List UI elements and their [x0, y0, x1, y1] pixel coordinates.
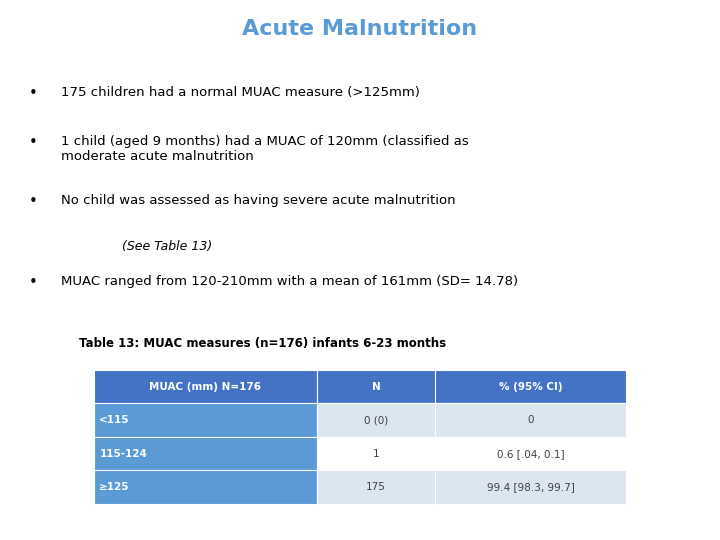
- Text: 99.4 [98.3, 99.7]: 99.4 [98.3, 99.7]: [487, 482, 575, 492]
- Text: 0 (0): 0 (0): [364, 415, 388, 425]
- Text: 175: 175: [366, 482, 386, 492]
- Text: <115: <115: [99, 415, 130, 425]
- Text: N: N: [372, 382, 380, 392]
- FancyBboxPatch shape: [318, 403, 435, 437]
- FancyBboxPatch shape: [94, 437, 318, 470]
- FancyBboxPatch shape: [94, 370, 318, 403]
- Text: •: •: [29, 194, 37, 210]
- Text: •: •: [29, 275, 37, 291]
- FancyBboxPatch shape: [94, 470, 318, 504]
- Text: (See Table 13): (See Table 13): [122, 240, 212, 253]
- Text: ≥125: ≥125: [99, 482, 130, 492]
- Text: MUAC (mm) N=176: MUAC (mm) N=176: [150, 382, 261, 392]
- FancyBboxPatch shape: [94, 403, 318, 437]
- Text: Acute Malnutrition: Acute Malnutrition: [243, 19, 477, 39]
- Text: % (95% CI): % (95% CI): [499, 382, 562, 392]
- FancyBboxPatch shape: [435, 403, 626, 437]
- Text: 1 child (aged 9 months) had a MUAC of 120mm (classified as
moderate acute malnut: 1 child (aged 9 months) had a MUAC of 12…: [61, 135, 469, 163]
- Text: •: •: [29, 135, 37, 150]
- Text: 115-124: 115-124: [99, 449, 147, 458]
- FancyBboxPatch shape: [318, 470, 435, 504]
- Text: 0.6 [.04, 0.1]: 0.6 [.04, 0.1]: [497, 449, 564, 458]
- FancyBboxPatch shape: [435, 437, 626, 470]
- FancyBboxPatch shape: [318, 437, 435, 470]
- Text: •: •: [29, 86, 37, 102]
- FancyBboxPatch shape: [318, 370, 435, 403]
- Text: 0: 0: [527, 415, 534, 425]
- FancyBboxPatch shape: [435, 470, 626, 504]
- FancyBboxPatch shape: [435, 370, 626, 403]
- Text: MUAC ranged from 120-210mm with a mean of 161mm (SD= 14.78): MUAC ranged from 120-210mm with a mean o…: [61, 275, 518, 288]
- Text: No child was assessed as having severe acute malnutrition: No child was assessed as having severe a…: [61, 194, 456, 207]
- Text: 1: 1: [373, 449, 379, 458]
- Text: 175 children had a normal MUAC measure (>125mm): 175 children had a normal MUAC measure (…: [61, 86, 420, 99]
- Text: Table 13: MUAC measures (n=176) infants 6-23 months: Table 13: MUAC measures (n=176) infants …: [79, 338, 446, 350]
